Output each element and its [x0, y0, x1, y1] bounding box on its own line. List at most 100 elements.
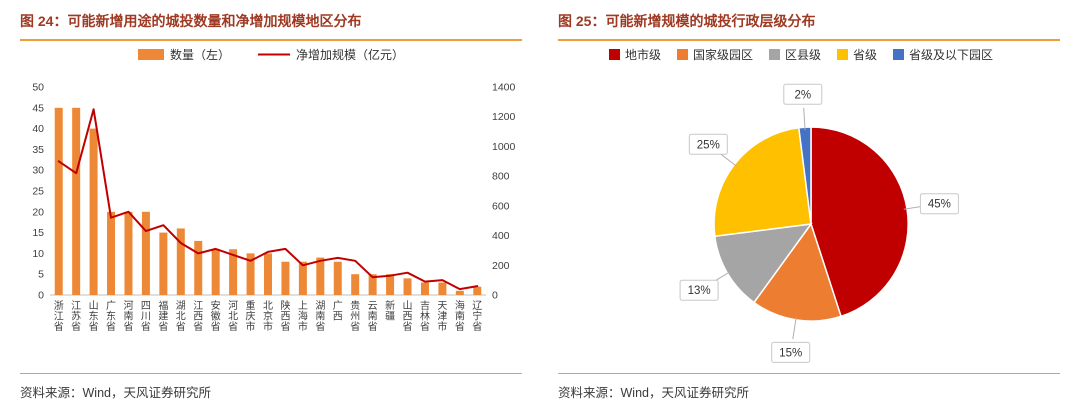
bar-辽宁省 [473, 286, 482, 296]
pie-label-区县级: 13% [688, 285, 711, 297]
x-label-四川省: 四川省 [141, 301, 151, 333]
bar-陕西省 [281, 261, 290, 296]
figure-25-panel: 图 25：可能新增规模的城投行政层级分布 地市级 国家级园区 区县级 省级 省级及以下园… [558, 8, 1060, 401]
x-label-吉林省: 吉林省 [420, 300, 430, 333]
right-axis-tick-600: 600 [492, 201, 510, 213]
bar-江苏省 [72, 107, 81, 296]
pie-legend-swatch-国家级园区 [677, 49, 688, 61]
net-increase-line [57, 108, 479, 291]
pie-label-省级及以下园区: 2% [794, 89, 811, 101]
pie-label-box-国家级园区 [771, 342, 811, 364]
pie-slice-省级 [713, 127, 812, 238]
bar-河北省 [229, 249, 238, 296]
right-axis-tick-800: 800 [492, 171, 510, 183]
figure-24-source: 资料来源：Wind，天风证券研究所 [20, 373, 522, 401]
bar-湖南省 [316, 257, 325, 296]
pie-chart: 地市级 国家级园区 区县级 省级 省级及以下园区 45% 15% 13% 25% 2% [609, 47, 993, 364]
x-label-福建省: 福建省 [158, 299, 168, 333]
pie-label-box-省级 [688, 133, 728, 155]
bar-浙江省 [54, 107, 63, 296]
bar-河南省 [124, 211, 133, 296]
pie-label-box-地市级 [919, 193, 959, 215]
bar-line-chart: 数量（左） 净增加规模（亿元） 0 5 10 15 20 25 30 35 40 45 50 0 200 40… [32, 47, 516, 333]
pie-legend-swatch-地市级 [609, 49, 620, 61]
bar-江西省 [194, 241, 203, 296]
bar-吉林省 [420, 282, 429, 296]
x-label-新疆: 新疆 [385, 299, 395, 323]
right-axis-tick-0: 0 [492, 290, 498, 302]
pie-leader-省级 [718, 152, 738, 167]
bar-海南省 [455, 291, 464, 296]
x-label-重庆市: 重庆市 [246, 299, 256, 333]
left-axis-tick-25: 25 [32, 186, 44, 198]
pie-leader-国家级园区 [792, 316, 797, 340]
pie-label-地市级: 45% [928, 199, 951, 211]
figure-25-source: 资料来源：Wind，天风证券研究所 [558, 373, 1060, 401]
left-axis-tick-50: 50 [32, 82, 44, 94]
pie-legend-swatch-省级 [837, 49, 848, 61]
left-axis-tick-30: 30 [32, 165, 44, 177]
right-axis-tick-1400: 1400 [492, 82, 516, 94]
x-label-辽宁省: 辽宁省 [472, 300, 482, 333]
bar-上海市 [298, 261, 307, 296]
left-axis-tick-45: 45 [32, 102, 44, 114]
x-label-河南省: 河南省 [123, 300, 133, 333]
bar-云南省 [368, 274, 377, 296]
figure-24-chart-area: 数量（左） 净增加规模（亿元） 0 5 10 15 20 25 30 35 40 45 50 0 200 40… [20, 41, 522, 373]
x-label-北京市: 北京市 [263, 300, 273, 333]
x-label-湖南省: 湖南省 [315, 300, 325, 333]
left-axis-tick-5: 5 [38, 269, 44, 281]
right-axis-tick-400: 400 [492, 230, 510, 242]
pie-label-省级: 25% [697, 139, 720, 151]
x-label-海南省: 海南省 [455, 299, 465, 333]
pie-legend-label-省级及以下园区: 省级及以下园区 [909, 48, 993, 62]
x-label-云南省: 云南省 [368, 301, 378, 333]
x-label-天津市: 天津市 [437, 301, 447, 333]
figure-24-panel: 图 24：可能新增用途的城投数量和净增加规模地区分布 数量（左） 净增加规模（亿元… [20, 8, 522, 401]
x-label-广西: 广西 [333, 300, 343, 323]
pie-label-国家级园区: 15% [779, 348, 802, 360]
bar-湖北省 [176, 228, 185, 296]
x-label-山西省: 山西省 [403, 300, 413, 333]
bar-四川省 [141, 211, 150, 296]
left-axis-tick-35: 35 [32, 144, 44, 156]
pie-legend-label-区县级: 区县级 [785, 48, 821, 62]
legend-bar-label: 数量（左） [170, 47, 230, 62]
pie-legend-label-国家级园区: 国家级园区 [693, 47, 753, 62]
legend-line-label: 净增加规模（亿元） [296, 47, 404, 62]
x-label-贵州省: 贵州省 [350, 299, 360, 333]
right-axis-tick-1200: 1200 [492, 111, 516, 123]
pie-legend-swatch-区县级 [769, 49, 780, 61]
bar-福建省 [159, 232, 168, 296]
right-axis-tick-200: 200 [492, 260, 510, 272]
x-label-河北省: 河北省 [228, 300, 238, 333]
figure-24-title: 图 24：可能新增用途的城投数量和净增加规模地区分布 [20, 8, 522, 42]
x-label-山东省: 山东省 [89, 300, 99, 333]
bar-北京市 [264, 253, 272, 296]
bar-山东省 [89, 128, 98, 296]
left-axis-tick-0: 0 [38, 290, 44, 302]
x-label-广东省: 广东省 [106, 300, 116, 333]
figure-25-chart-area: 地市级 国家级园区 区县级 省级 省级及以下园区 45% 15% 13% 25% 2% [558, 41, 1060, 373]
left-axis-tick-20: 20 [32, 206, 44, 218]
x-label-上海市: 上海市 [298, 300, 308, 333]
figure-25-title: 图 25：可能新增规模的城投行政层级分布 [558, 8, 1060, 42]
bar-重庆市 [246, 253, 255, 296]
pie-leader-省级及以下园区 [803, 107, 806, 131]
bar-贵州省 [351, 274, 360, 296]
bar-安徽省 [211, 249, 220, 296]
pie-legend-label-省级: 省级 [853, 48, 877, 62]
bar-广西 [333, 261, 342, 296]
left-axis-tick-15: 15 [32, 227, 44, 239]
left-axis-tick-40: 40 [32, 123, 44, 135]
pie-label-box-区县级 [679, 279, 719, 301]
right-axis-tick-1000: 1000 [492, 141, 516, 153]
bar-广东省 [107, 211, 116, 296]
x-label-浙江省: 浙江省 [54, 300, 64, 333]
x-label-安徽省: 安徽省 [211, 299, 221, 333]
legend-bar-swatch [138, 49, 164, 61]
x-label-湖北省: 湖北省 [176, 300, 186, 333]
pie-legend-swatch-省级及以下园区 [893, 49, 904, 61]
bar-山西省 [403, 278, 412, 296]
